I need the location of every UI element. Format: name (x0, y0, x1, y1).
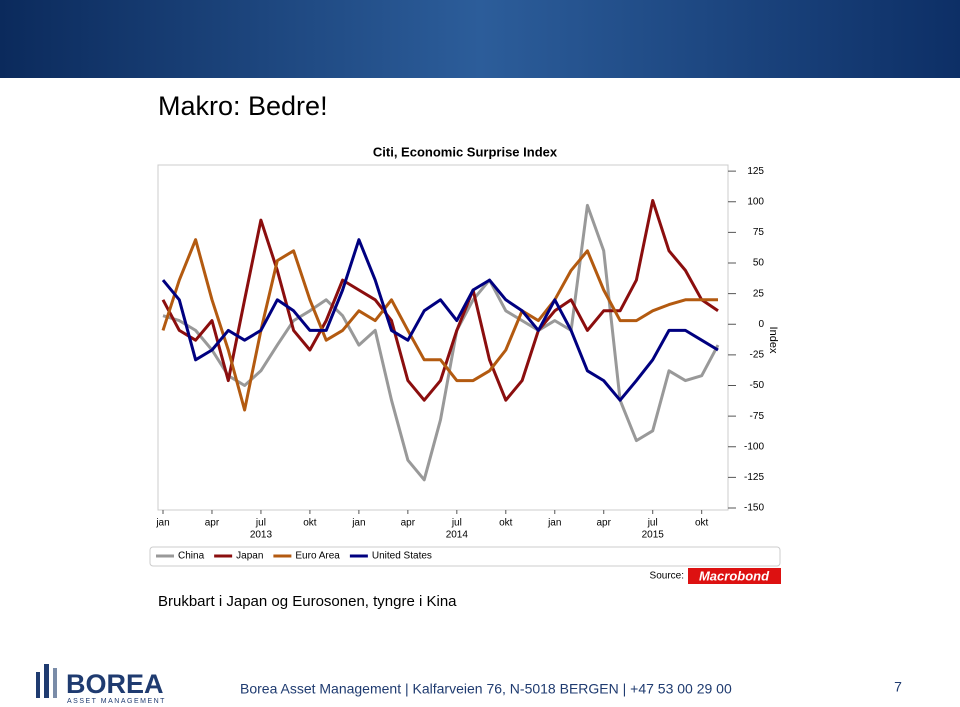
y-tick-label: -150 (744, 503, 764, 514)
x-tick-label: okt (695, 518, 709, 529)
x-year-label: 2013 (250, 530, 273, 541)
legend-frame (149, 546, 781, 567)
plot: 125 100 75 50 25 0 -25 -50 -75 -100 -125 -150 jan apr… (155, 166, 764, 541)
footer: Borea Asset Management | Kalfarveien 76,… (240, 681, 732, 697)
y-tick-label: -125 (744, 472, 764, 483)
series-line (162, 203, 720, 482)
y-tick-label: 25 (753, 288, 765, 299)
slide-title: Makro: Bedre! (158, 91, 328, 121)
logo-name: BOREA (66, 669, 164, 699)
y-tick-label: 100 (747, 196, 764, 207)
legend-label: United States (372, 551, 432, 562)
source: Macrobond (699, 568, 770, 583)
y-tick-label: -25 (750, 350, 765, 361)
page-number: 7 (894, 679, 902, 695)
x-year-label: 2015 (642, 530, 665, 541)
legend-label: Euro Area (295, 551, 340, 562)
x-tick-label: jan (155, 518, 169, 529)
y-tick-label: 75 (753, 227, 765, 238)
x-tick-label: jul (255, 518, 266, 529)
logo-tagline: ASSET MANAGEMENT (67, 698, 166, 705)
x-tick-label: okt (303, 518, 317, 529)
x-tick-label: jan (547, 518, 561, 529)
plot-frame (157, 164, 729, 511)
y-tick-label: -100 (744, 441, 764, 452)
banner (0, 0, 960, 78)
y-axis-label: Index (767, 327, 779, 354)
y-tick-label: -50 (750, 380, 765, 391)
y-tick-label: 125 (747, 166, 764, 177)
x-tick-label: apr (205, 518, 220, 529)
legend-label: China (178, 551, 205, 562)
source-badge (688, 568, 781, 584)
logo-mark (36, 664, 57, 698)
y-tick-label: 0 (758, 319, 764, 330)
source-label: Source: (650, 571, 684, 582)
legend: China Japan Euro Area United States (156, 551, 432, 562)
x-tick-label: jan (351, 518, 365, 529)
legend-label: Japan (236, 551, 263, 562)
x-tick-label: okt (499, 518, 513, 529)
slide-subtitle: Brukbart i Japan og Eurosonen, tyngre i … (158, 593, 457, 610)
series-line (161, 238, 719, 402)
x-tick-label: jul (451, 518, 462, 529)
x-tick-label: jul (647, 518, 658, 529)
x-tick-label: apr (401, 518, 416, 529)
x-tick-label: apr (597, 518, 612, 529)
chart-title: Citi, Economic Surprise Index (373, 144, 558, 159)
y-tick-label: -75 (750, 411, 765, 422)
x-year-label: 2014 (446, 530, 469, 541)
series-line (161, 199, 719, 402)
series-line (161, 238, 718, 412)
y-tick-label: 50 (753, 258, 765, 269)
